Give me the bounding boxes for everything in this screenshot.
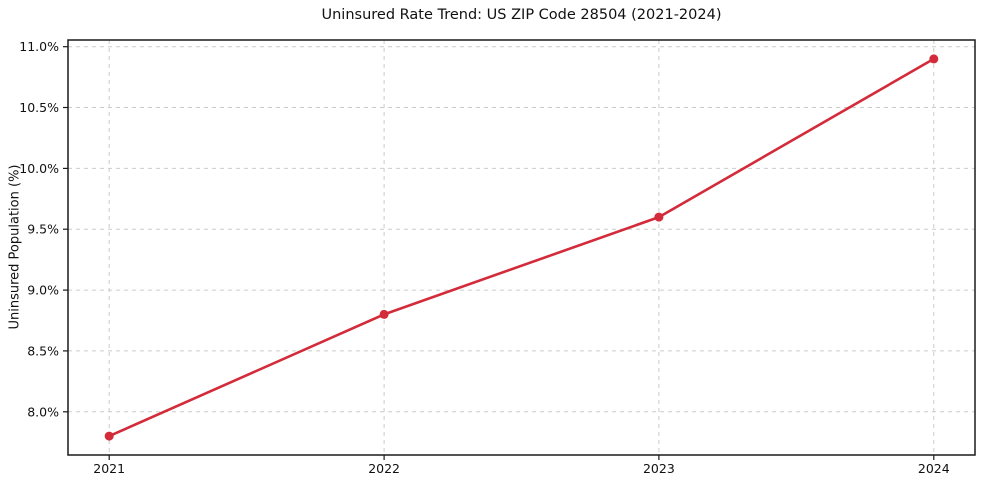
x-tick-label: 2022 [368,461,400,476]
data-point [379,309,389,319]
y-tick-label: 11.0% [19,39,59,54]
y-tick-label: 10.0% [19,161,59,176]
data-point [929,54,939,64]
x-tick-label: 2023 [643,461,675,476]
x-tick-label: 2024 [918,461,950,476]
y-tick-label: 9.0% [27,283,59,298]
data-point [654,212,664,222]
y-tick-label: 10.5% [19,100,59,115]
chart-title: Uninsured Rate Trend: US ZIP Code 28504 … [321,7,722,23]
y-tick-label: 8.0% [27,404,59,419]
axes-spines [67,39,976,456]
trend-line [107,57,936,438]
y-tick-label: 9.5% [27,222,59,237]
x-tick-label: 2021 [93,461,125,476]
data-point [104,431,114,441]
y-tick-label: 8.5% [27,343,59,358]
